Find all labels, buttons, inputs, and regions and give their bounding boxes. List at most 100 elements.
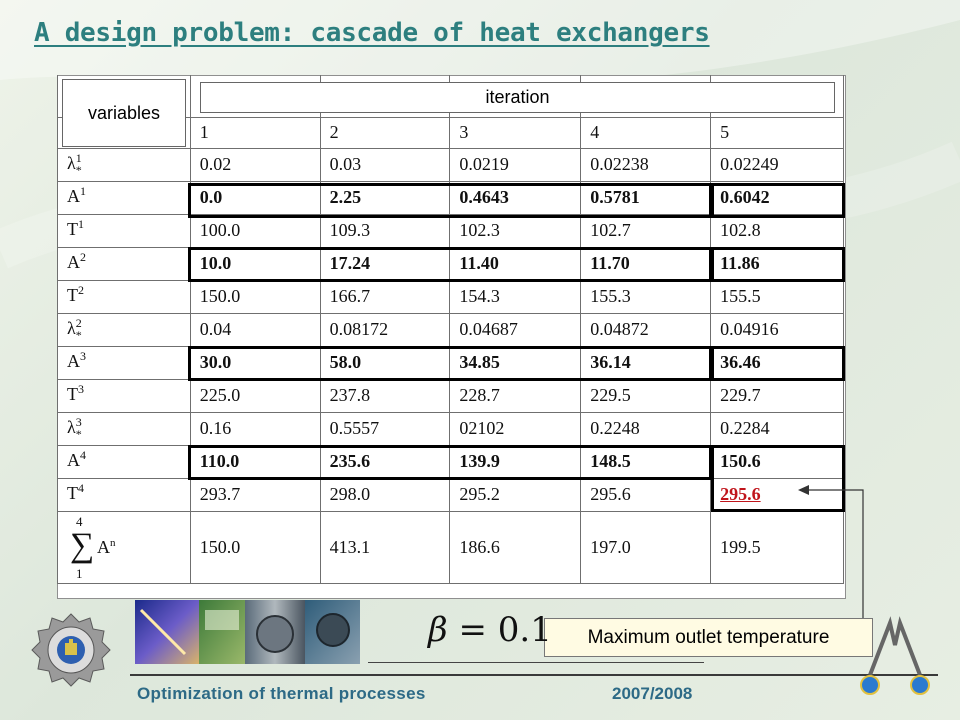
value-cell: 36.46 [710, 345, 844, 380]
value-cell: 0.2284 [710, 411, 844, 446]
footer-line [368, 662, 704, 663]
value-cell: 150.6 [710, 444, 844, 479]
sum-value-cell: 197.0 [580, 510, 712, 584]
footer-rule [130, 674, 938, 676]
variable-cell: λ1* [57, 147, 191, 182]
value-cell: 0.6042 [710, 180, 844, 215]
value-cell: 0.04687 [449, 312, 582, 347]
variable-cell: A1 [57, 180, 191, 215]
column-header: 5 [710, 116, 844, 149]
table-row: λ2* 0.04 0.08172 0.04687 0.04872 0.04916 [57, 312, 844, 347]
value-cell: 155.3 [580, 279, 712, 314]
beta-formula: β = 0.1 [428, 610, 552, 650]
variable-cell: T2 [57, 279, 191, 314]
column-header: 4 [580, 116, 712, 149]
variable-cell: λ2* [57, 312, 191, 347]
table-row: T1 100.0 109.3 102.3 102.7 102.8 [57, 213, 844, 248]
value-cell: 0.0 [189, 180, 321, 215]
sum-symbol: 4 ∑ 1 An [70, 514, 116, 581]
value-cell: 110.0 [189, 444, 321, 479]
value-cell: 293.7 [189, 477, 321, 512]
value-cell: 148.5 [580, 444, 712, 479]
sum-row: 4 ∑ 1 An 150.0 413.1 186.6 197.0 199.5 [57, 510, 844, 584]
value-cell: 235.6 [319, 444, 451, 479]
value-cell: 225.0 [189, 378, 321, 413]
value-cell: 0.04872 [580, 312, 712, 347]
table-row: A1 0.0 2.25 0.4643 0.5781 0.6042 [57, 180, 844, 215]
value-cell: 100.0 [189, 213, 321, 248]
value-cell: 102.3 [449, 213, 582, 248]
value-cell: 166.7 [319, 279, 451, 314]
value-cell: 228.7 [449, 378, 582, 413]
value-cell: 154.3 [449, 279, 582, 314]
value-cell: 2.25 [319, 180, 451, 215]
column-header: 3 [449, 116, 582, 149]
sum-value-cell: 186.6 [449, 510, 582, 584]
variable-cell: λ3* [57, 411, 191, 446]
max-outlet-temperature-value: 295.6 [720, 484, 761, 504]
variable-cell: T1 [57, 213, 191, 248]
value-cell: 0.08172 [319, 312, 451, 347]
table-row: λ3* 0.16 0.5557 02102 0.2248 0.2284 [57, 411, 844, 446]
value-cell: 0.16 [189, 411, 321, 446]
slide-title: A design problem: cascade of heat exchan… [34, 18, 710, 48]
value-cell: 10.0 [189, 246, 321, 281]
value-cell: 36.14 [580, 345, 712, 380]
footer-course: Optimization of thermal processes [137, 684, 426, 703]
photo-strip [135, 600, 360, 664]
value-cell: 150.0 [189, 279, 321, 314]
variable-cell: A4 [57, 444, 191, 479]
iteration-table: 1 2 3 4 5 λ1* 0.02 0.03 0.0219 0.02238 0.02249 A1 0.… [57, 75, 844, 584]
iteration-label: iteration [200, 82, 835, 113]
value-cell: 0.4643 [449, 180, 582, 215]
variable-cell: A3 [57, 345, 191, 380]
value-cell: 155.5 [710, 279, 844, 314]
table-row: T4 293.7 298.0 295.2 295.6 295.6 [57, 477, 844, 512]
beta-value: 0.1 [497, 610, 552, 650]
value-cell: 0.03 [319, 147, 451, 182]
variable-cell: A2 [57, 246, 191, 281]
value-cell: 0.04 [189, 312, 321, 347]
beta-symbol: β [428, 610, 448, 650]
value-cell: 0.02 [189, 147, 321, 182]
value-cell: 0.0219 [449, 147, 582, 182]
value-cell: 34.85 [449, 345, 582, 380]
value-cell: 0.04916 [710, 312, 844, 347]
value-cell: 237.8 [319, 378, 451, 413]
value-cell: 229.5 [580, 378, 712, 413]
table-row: A3 30.0 58.0 34.85 36.14 36.46 [57, 345, 844, 380]
value-cell: 0.2248 [580, 411, 712, 446]
value-cell: 102.7 [580, 213, 712, 248]
value-cell: 11.70 [580, 246, 712, 281]
value-cell: 0.5557 [319, 411, 451, 446]
formula-relation: = [458, 610, 487, 650]
value-cell: 02102 [449, 411, 582, 446]
value-cell: 139.9 [449, 444, 582, 479]
table-row: A2 10.0 17.24 11.40 11.70 11.86 [57, 246, 844, 281]
sum-value-cell: 150.0 [189, 510, 321, 584]
table-row: T3 225.0 237.8 228.7 229.5 229.7 [57, 378, 844, 413]
variable-cell: T4 [57, 477, 191, 512]
table-row: T2 150.0 166.7 154.3 155.3 155.5 [57, 279, 844, 314]
value-cell: 229.7 [710, 378, 844, 413]
iteration-table-container: 1 2 3 4 5 λ1* 0.02 0.03 0.0219 0.02238 0.02249 A1 0.… [57, 75, 844, 597]
value-cell: 298.0 [319, 477, 451, 512]
value-cell: 295.6 [580, 477, 712, 512]
variables-label: variables [62, 79, 186, 147]
sum-symbol-cell: 4 ∑ 1 An [57, 510, 191, 584]
column-header: 2 [319, 116, 451, 149]
value-cell: 11.40 [449, 246, 582, 281]
value-cell: 0.5781 [580, 180, 712, 215]
value-cell: 11.86 [710, 246, 844, 281]
sum-value-cell: 413.1 [319, 510, 451, 584]
value-cell: 30.0 [189, 345, 321, 380]
table-row: λ1* 0.02 0.03 0.0219 0.02238 0.02249 [57, 147, 844, 182]
value-cell: 17.24 [319, 246, 451, 281]
value-cell: 295.6 [710, 477, 844, 512]
value-cell: 58.0 [319, 345, 451, 380]
table-row: A4 110.0 235.6 139.9 148.5 150.6 [57, 444, 844, 479]
callout-max-outlet-temperature: Maximum outlet temperature [544, 618, 873, 657]
value-cell: 0.02249 [710, 147, 844, 182]
footer-year: 2007/2008 [612, 684, 693, 703]
sum-value-cell: 199.5 [710, 510, 844, 584]
